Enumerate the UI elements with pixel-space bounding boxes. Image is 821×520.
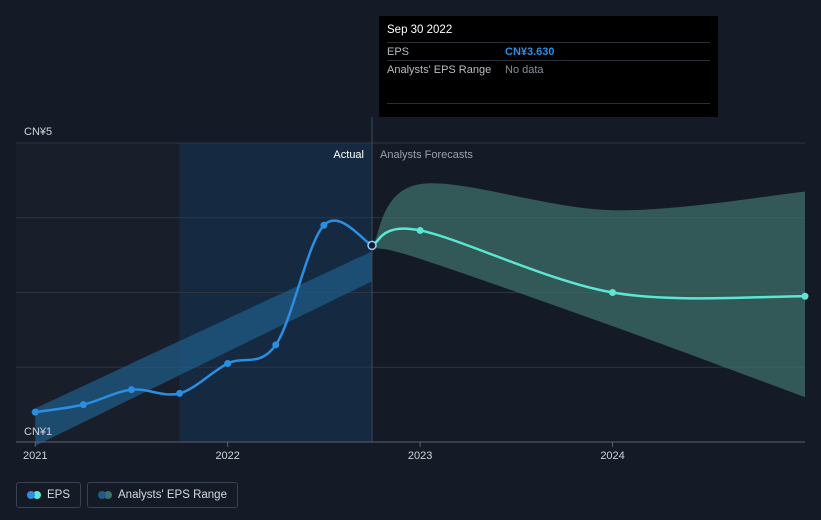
range-swatch-icon [98, 491, 113, 499]
legend-eps[interactable]: EPS [16, 482, 82, 508]
eps-point-forecast [609, 289, 617, 296]
x-tick-label: 2021 [23, 450, 47, 462]
tooltip-divider [387, 103, 710, 104]
y-tick-label: CN¥5 [24, 126, 52, 138]
eps-line-forecast [371, 227, 806, 300]
tooltip: Sep 30 2022 EPS CN¥3.630 Analysts' EPS R… [379, 16, 718, 117]
x-tick-label: 2022 [215, 450, 239, 462]
tooltip-range-row: Analysts' EPS Range No data [387, 60, 710, 78]
tooltip-range-value: No data [505, 63, 544, 76]
eps-point-actual [79, 401, 87, 409]
eps-point-actual [224, 360, 232, 368]
actual-label: Actual [333, 149, 364, 161]
legend: EPS Analysts' EPS Range [16, 482, 238, 508]
legend-eps-label: EPS [47, 489, 71, 501]
legend-range-label: Analysts' EPS Range [118, 489, 227, 501]
legend-range[interactable]: Analysts' EPS Range [87, 482, 238, 508]
tooltip-range-label: Analysts' EPS Range [387, 63, 492, 76]
tooltip-eps-row: EPS CN¥3.630 [387, 42, 710, 60]
y-tick-label: CN¥1 [24, 426, 52, 438]
tooltip-date: Sep 30 2022 [387, 24, 453, 36]
x-tick-label: 2023 [408, 450, 432, 462]
eps-point-actual [127, 386, 135, 394]
eps-point-forecast [801, 292, 809, 300]
tooltip-eps-value: CN¥3.630 [505, 45, 555, 58]
eps-point-actual [31, 408, 39, 416]
eps-swatch-icon [27, 491, 41, 499]
forecast-label: Analysts Forecasts [380, 149, 473, 161]
tooltip-eps-label: EPS [387, 45, 410, 58]
x-tick-label: 2024 [600, 450, 624, 462]
eps-point-actual [176, 389, 184, 397]
eps-point-actual [320, 221, 328, 229]
eps-point-forecast [416, 226, 424, 234]
eps-line-actual [35, 219, 373, 414]
eps-point-selected [367, 240, 377, 251]
range-band-actual [35, 251, 373, 446]
eps-point-actual [272, 341, 280, 349]
range-band-forecast [372, 183, 805, 398]
